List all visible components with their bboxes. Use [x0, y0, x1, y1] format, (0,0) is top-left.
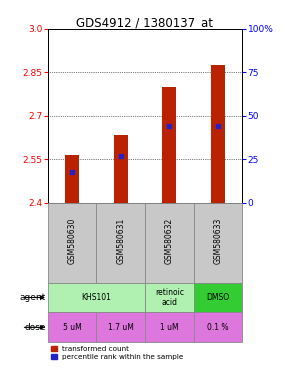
Text: retinoic
acid: retinoic acid — [155, 288, 184, 307]
Bar — [145, 283, 194, 313]
Text: dose: dose — [24, 323, 46, 332]
Bar — [145, 313, 194, 342]
Text: GDS4912 / 1380137_at: GDS4912 / 1380137_at — [77, 16, 213, 29]
Bar — [65, 155, 79, 203]
Text: 0.1 %: 0.1 % — [207, 323, 229, 332]
Bar — [194, 313, 242, 342]
Bar — [96, 203, 145, 283]
Text: 1.7 uM: 1.7 uM — [108, 323, 134, 332]
Text: GSM580630: GSM580630 — [68, 218, 77, 264]
Text: 5 uM: 5 uM — [63, 323, 81, 332]
Bar — [145, 203, 194, 283]
Bar — [162, 87, 176, 203]
Bar — [114, 135, 128, 203]
Text: GSM580632: GSM580632 — [165, 218, 174, 264]
Text: KHS101: KHS101 — [81, 293, 111, 302]
Text: agent: agent — [20, 293, 46, 302]
Bar — [48, 283, 145, 313]
Legend: transformed count, percentile rank within the sample: transformed count, percentile rank withi… — [51, 346, 184, 360]
Text: 1 uM: 1 uM — [160, 323, 179, 332]
Text: GSM580631: GSM580631 — [116, 218, 125, 264]
Text: DMSO: DMSO — [206, 293, 229, 302]
Bar — [194, 283, 242, 313]
Bar — [48, 203, 96, 283]
Bar — [211, 65, 225, 203]
Bar — [194, 203, 242, 283]
Bar — [48, 313, 96, 342]
Text: GSM580633: GSM580633 — [213, 218, 222, 264]
Bar — [96, 313, 145, 342]
